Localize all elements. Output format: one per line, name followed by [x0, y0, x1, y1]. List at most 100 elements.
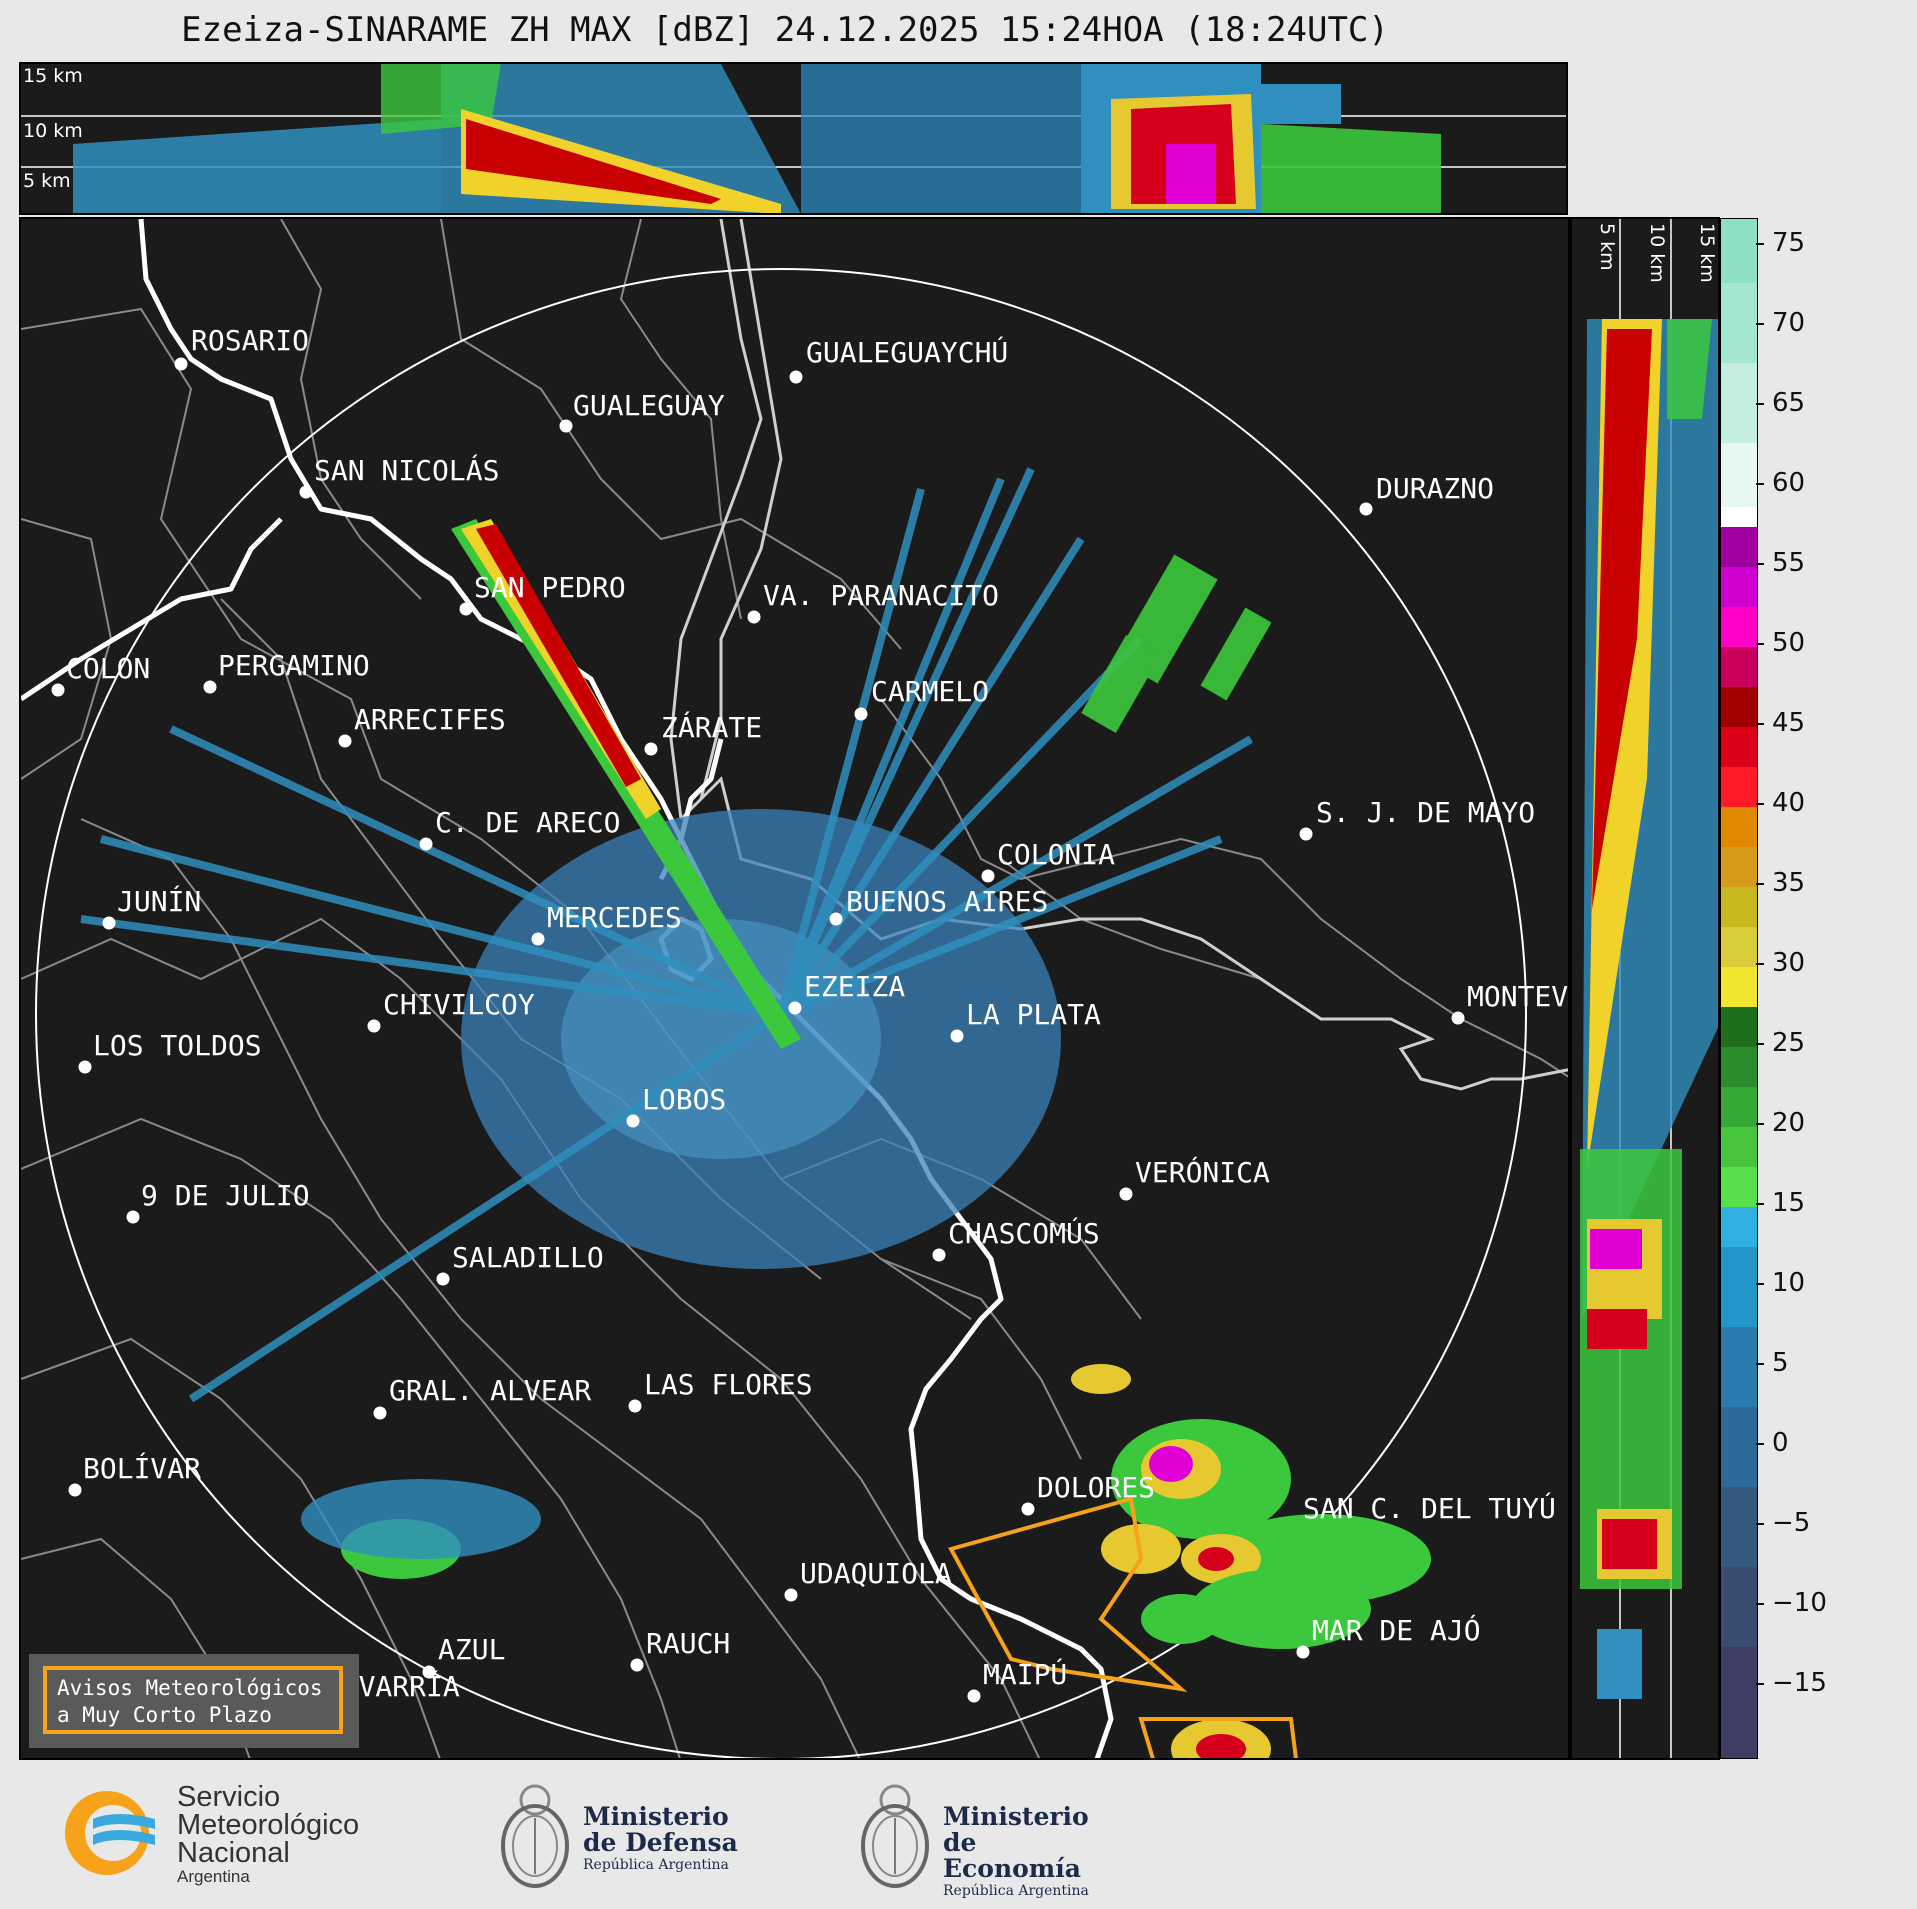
colorbar-tick: 20 — [1755, 1108, 1805, 1138]
city-dot — [419, 837, 433, 851]
city-dot — [373, 1406, 387, 1420]
dbz-colorbar-gradient — [1721, 219, 1757, 1758]
dbz-colorbar — [1720, 218, 1758, 1759]
city-dot — [1451, 1011, 1465, 1025]
city-label-ezeiza: EZEIZA — [804, 970, 906, 1003]
city-label-carmelo: CARMELO — [871, 675, 990, 708]
city-label-mar-de-ajo: MAR DE AJÓ — [1312, 1614, 1481, 1647]
defensa-logo-line3: República Argentina — [583, 1857, 729, 1873]
smn-logo: Servicio Meteorológico Nacional Argentin… — [55, 1781, 395, 1886]
colorbar-tick: 30 — [1755, 948, 1805, 978]
city-dot — [203, 680, 217, 694]
city-dot — [174, 357, 188, 371]
city-label-montevideo: MONTEVIDEO — [1467, 980, 1569, 1013]
coat-of-arms-icon — [501, 1784, 569, 1888]
colorbar-tick: 5 — [1756, 1348, 1789, 1378]
city-label-pergamino: PERGAMINO — [218, 649, 370, 682]
smn-logo-line3: Nacional — [177, 1837, 290, 1869]
city-dot — [854, 707, 868, 721]
city-dot — [68, 1483, 82, 1497]
city-label-gualeguay: GUALEGUAY — [573, 389, 725, 422]
warning-legend-frame: Avisos Meteorológicos a Muy Corto Plazo — [43, 1666, 343, 1734]
city-label-las-flores: LAS FLORES — [644, 1368, 813, 1401]
city-label-saladillo: SALADILLO — [452, 1241, 604, 1274]
city-label-arrecifes: ARRECIFES — [354, 703, 506, 736]
top-cross-section-panel: 15 km 10 km 5 km — [19, 62, 1568, 215]
city-dot — [559, 419, 573, 433]
city-label-gral-alvear: GRAL. ALVEAR — [389, 1374, 592, 1407]
city-dot — [644, 742, 658, 756]
city-label-azul: AZUL — [438, 1633, 506, 1666]
city-label-va-paranacito: VA. PARANACITO — [763, 579, 1000, 612]
economia-logo-line1: Ministerio — [943, 1802, 1089, 1831]
colorbar-tick: 60 — [1755, 468, 1805, 498]
coat-of-arms-icon — [861, 1784, 929, 1888]
city-label-mercedes: MERCEDES — [547, 901, 682, 934]
city-dot — [626, 1114, 640, 1128]
map-title: Ezeiza-SINARAME ZH MAX [dBZ] 24.12.2025 … — [181, 10, 1389, 50]
city-dot — [51, 683, 65, 697]
city-label-rosario: ROSARIO — [191, 324, 310, 357]
city-label-sj-de-mayo: S. J. DE MAYO — [1316, 796, 1536, 829]
warning-legend-box: Avisos Meteorológicos a Muy Corto Plazo — [29, 1654, 359, 1748]
ministerio-economia-logo: Ministerio de Economía República Argenti… — [855, 1778, 1115, 1899]
ministerio-defensa-logo: Ministerio de Defensa República Argentin… — [495, 1778, 755, 1898]
smn-logo-line1: Servicio — [177, 1781, 281, 1813]
city-dot — [436, 1272, 450, 1286]
city-dot — [932, 1248, 946, 1262]
city-dot — [981, 869, 995, 883]
city-label-9-de-julio: 9 DE JULIO — [141, 1179, 310, 1212]
city-label-san-c-del-tuyu: SAN C. DEL TUYÚ — [1303, 1492, 1556, 1525]
economia-logo-line3: República Argentina — [943, 1883, 1089, 1899]
city-label-san-pedro: SAN PEDRO — [474, 571, 626, 604]
colorbar-tick: 10 — [1755, 1268, 1805, 1298]
city-dot — [788, 1001, 802, 1015]
altitude-label-10km: 10 km — [23, 120, 83, 142]
colorbar-tick: 70 — [1755, 308, 1805, 338]
radar-map-graphics — [21, 219, 1568, 1758]
colorbar-tick: −5 — [1755, 1508, 1810, 1538]
city-label-udaquiola: UDAQUIOLA — [800, 1557, 952, 1590]
city-dot — [1021, 1502, 1035, 1516]
city-dot — [531, 932, 545, 946]
city-dot — [630, 1658, 644, 1672]
city-dot — [422, 1665, 436, 1679]
colorbar-tick: 50 — [1755, 628, 1805, 658]
city-dot — [829, 912, 843, 926]
warning-legend-line1: Avisos Meteorológicos — [57, 1676, 323, 1700]
city-label-veronica: VERÓNICA — [1135, 1156, 1270, 1189]
city-label-san-nicolas: SAN NICOLÁS — [314, 454, 500, 487]
city-dot — [789, 370, 803, 384]
side-altitude-label-5km: 5 km — [1596, 223, 1618, 271]
city-dot — [102, 916, 116, 930]
city-dot — [78, 1060, 92, 1074]
city-label-lobos: LOBOS — [642, 1083, 727, 1116]
colorbar-tick: 25 — [1755, 1028, 1805, 1058]
side-cross-section-panel: 5 km 10 km 15 km — [1570, 217, 1720, 1760]
city-label-c-de-areco: C. DE ARECO — [435, 806, 621, 839]
city-dot — [747, 610, 761, 624]
city-dot — [299, 485, 313, 499]
city-label-colonia: COLONIA — [997, 838, 1116, 871]
colorbar-tick: 35 — [1755, 868, 1805, 898]
city-dot — [459, 602, 473, 616]
altitude-label-5km: 5 km — [23, 170, 71, 192]
city-label-maipu: MAIPÚ — [983, 1658, 1068, 1691]
city-label-dolores: DOLORES — [1037, 1471, 1156, 1504]
colorbar-tick: −10 — [1756, 1588, 1827, 1618]
colorbar-tick: 55 — [1755, 548, 1805, 578]
city-label-la-plata: LA PLATA — [966, 998, 1101, 1031]
colorbar-tick: 15 — [1755, 1188, 1805, 1218]
city-dot — [784, 1588, 798, 1602]
radar-map-panel: ROSARIO GUALEGUAYCHÚ GUALEGUAY SAN NICOL… — [19, 217, 1570, 1760]
city-label-chascomus: CHASCOMÚS — [948, 1217, 1100, 1250]
city-dot — [367, 1019, 381, 1033]
city-label-zarate: ZÁRATE — [661, 711, 763, 744]
defensa-logo-line1: Ministerio — [583, 1802, 729, 1831]
altitude-label-15km: 15 km — [23, 65, 83, 87]
smn-logo-icon — [65, 1791, 155, 1875]
colorbar-tick: 65 — [1755, 388, 1805, 418]
city-label-los-toldos: LOS TOLDOS — [93, 1029, 262, 1062]
city-label-gualeguaychu: GUALEGUAYCHÚ — [806, 336, 1009, 369]
city-label-junin: JUNÍN — [117, 885, 202, 918]
